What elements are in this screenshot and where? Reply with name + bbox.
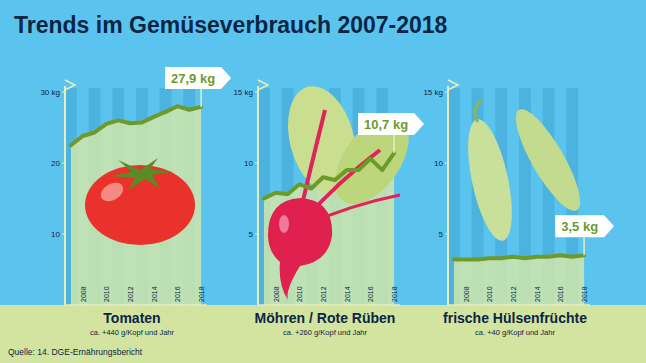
x-tick-label: 2012: [127, 286, 134, 302]
annotation-pointer: [200, 89, 202, 107]
annotation-box: [358, 113, 424, 135]
panel: 5 10 15 kg 2008 2010 2012 2014 2016 2018 10,7 kg: [233, 79, 424, 305]
x-tick-label: 2008: [463, 286, 470, 302]
annotation-text: 10,7 kg: [364, 117, 408, 132]
x-tick-label: 2018: [391, 286, 398, 302]
annotation: 3,5 kg: [555, 215, 614, 255]
y-tick: [255, 92, 258, 93]
panel-title: Tomaten: [103, 310, 160, 326]
y-axis: [257, 86, 259, 305]
y-axis: [447, 86, 449, 305]
ground: [0, 305, 646, 363]
area: [71, 106, 201, 305]
y-tick-label: 5: [249, 230, 254, 239]
y-tick-label: 20: [51, 159, 60, 168]
panel-subtitle: ca. +40 g/Kopf und Jahr: [475, 328, 555, 337]
x-tick-label: 2010: [296, 286, 303, 302]
pea-stem: [475, 100, 482, 122]
pea-pod: [505, 102, 591, 218]
x-tick-label: 2010: [486, 286, 493, 302]
x-axis: [258, 304, 400, 306]
data-group: [454, 255, 584, 305]
source: Quelle: 14. DGE-Ernährungsbericht: [8, 347, 143, 357]
beet: [268, 198, 332, 300]
x-axis: [65, 304, 207, 306]
x-tick-label: 2008: [80, 286, 87, 302]
panel-subtitle: ca. +260 g/Kopf und Jahr: [283, 328, 368, 337]
annotation-pointer: [393, 135, 395, 153]
infographic: Trends im Gemüseverbrauch 2007-2018 10 20 3…: [0, 0, 646, 363]
beet-highlight: [279, 215, 289, 233]
y-tick-label: 15 kg: [423, 88, 443, 97]
y-axis: [64, 86, 66, 305]
line: [264, 153, 394, 198]
annotation: 27,9 kg: [165, 67, 231, 107]
annotation-text: 3,5 kg: [561, 219, 598, 234]
x-tick-label: 2014: [344, 286, 351, 302]
annotation-box: [165, 67, 231, 89]
y-tick: [255, 234, 258, 235]
tomato-calyx: [110, 158, 172, 190]
x-tick-label: 2016: [367, 286, 374, 302]
line: [71, 106, 201, 145]
x-tick-label: 2010: [103, 286, 110, 302]
axis-flag: [65, 80, 75, 90]
data-group: [71, 106, 201, 305]
x-tick-label: 2016: [174, 286, 181, 302]
pea-pod: [460, 116, 521, 245]
annotation-text: 27,9 kg: [171, 71, 215, 86]
x-tick-label: 2008: [273, 286, 280, 302]
y-tick: [445, 92, 448, 93]
y-tick-label: 10: [434, 159, 443, 168]
annotation-box: [555, 215, 614, 237]
y-tick-label: 15 kg: [233, 88, 253, 97]
y-tick: [445, 234, 448, 235]
panel-title: frische Hülsenfrüchte: [443, 310, 587, 326]
annotation: 10,7 kg: [358, 113, 424, 153]
x-axis: [448, 304, 590, 306]
axis-flag: [448, 80, 458, 90]
y-tick: [445, 163, 448, 164]
x-tick-label: 2018: [198, 286, 205, 302]
y-tick-label: 30 kg: [40, 88, 60, 97]
y-tick: [62, 92, 65, 93]
y-tick: [62, 234, 65, 235]
x-tick-label: 2012: [510, 286, 517, 302]
title: Trends im Gemüseverbrauch 2007-2018: [14, 12, 448, 38]
background: [0, 0, 646, 363]
y-tick-label: 10: [51, 230, 60, 239]
panel-subtitle: ca. +440 g/Kopf und Jahr: [90, 328, 175, 337]
panel: 5 10 15 kg 2008 2010 2012 2014 2016 2018 3,5 kg: [423, 80, 614, 305]
annotation-pointer: [583, 237, 585, 255]
y-tick: [62, 163, 65, 164]
panel-title: Möhren / Rote Rüben: [255, 310, 396, 326]
x-tick-label: 2014: [151, 286, 158, 302]
y-tick-label: 10: [244, 159, 253, 168]
x-tick-label: 2012: [320, 286, 327, 302]
axis-flag: [258, 80, 268, 90]
x-tick-label: 2016: [557, 286, 564, 302]
x-tick-label: 2018: [581, 286, 588, 302]
panel: 10 20 30 kg 2008 2010 2012 2014 2016 2018 27,9 kg: [40, 67, 231, 305]
y-tick-label: 5: [439, 230, 444, 239]
y-tick: [255, 163, 258, 164]
tomato-highlight: [98, 179, 127, 205]
line: [454, 255, 584, 259]
x-tick-label: 2014: [534, 286, 541, 302]
area: [454, 255, 584, 305]
